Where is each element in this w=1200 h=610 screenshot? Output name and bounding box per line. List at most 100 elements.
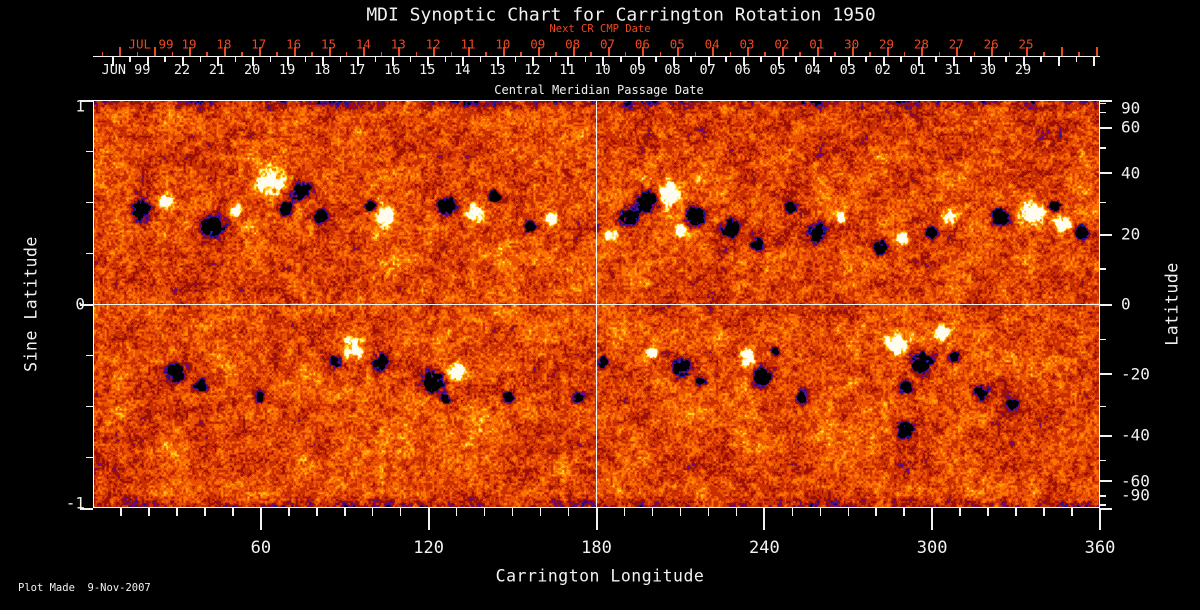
cmp-tick-minor [900, 57, 902, 62]
longitude-tick-minor [735, 508, 738, 516]
next-cr-tick-major [712, 47, 715, 56]
next-cr-tick-minor [206, 51, 208, 56]
next-cr-tick-minor [241, 51, 243, 56]
next-cr-tick-major [677, 47, 680, 56]
longitude-tick-minor [288, 508, 290, 516]
next-cr-tick-minor [101, 51, 104, 56]
cmp-tick-major [602, 57, 605, 66]
longitude-tick-minor [959, 508, 961, 516]
sine-lat-tick-minor [86, 405, 93, 407]
cmp-date-label: 15 [419, 62, 436, 78]
cmp-tick-major [1093, 57, 1096, 66]
sine-lat-tick-label: -1 [65, 493, 85, 513]
next-cr-tick-major [781, 47, 784, 56]
next-cr-tick-major [921, 47, 924, 56]
cmp-tick-major [146, 57, 149, 66]
next-cr-tick-major [363, 47, 366, 56]
cmp-date-label: 17 [349, 62, 366, 78]
next-cr-date-label: 05 [669, 36, 685, 52]
next-cr-tick-minor [136, 51, 139, 56]
next-cr-tick-minor [345, 51, 348, 56]
longitude-tick-minor [1071, 508, 1073, 516]
cmp-date-label: 10 [594, 62, 611, 78]
next-cr-tick-major [328, 47, 331, 56]
longitude-tick-minor [511, 508, 514, 516]
right-axis-title: Latitude [1162, 262, 1182, 346]
cmp-tick-major [1022, 57, 1025, 66]
latitude-tick-label: -40 [1121, 425, 1150, 445]
cmp-date-label: 02 [874, 62, 891, 78]
cmp-tick-minor [549, 57, 552, 62]
white-month-label: JUN 99 [101, 62, 151, 78]
next-cr-tick-major [1060, 47, 1063, 56]
cmp-date-label: 16 [384, 62, 401, 78]
next-cr-date-label: 01 [809, 36, 825, 52]
cmp-tick-major [707, 57, 710, 66]
next-cr-tick-major [223, 47, 226, 56]
next-cr-date-label: 03 [739, 36, 755, 52]
cmp-tick-major [987, 57, 990, 66]
next-cr-date-label: 17 [251, 36, 267, 52]
next-cr-tick-major [956, 47, 959, 56]
cmp-tick-major [462, 57, 465, 66]
next-cr-tick-minor [659, 51, 662, 56]
longitude-tick-minor [148, 508, 150, 516]
latitude-tick-minor [1100, 268, 1106, 270]
next-cr-tick-minor [869, 51, 871, 56]
cmp-tick-minor [935, 57, 937, 62]
cmp-tick-minor [1075, 57, 1078, 62]
cmp-tick-minor [795, 57, 797, 62]
cmp-tick-major [427, 57, 430, 66]
cmp-tick-minor [269, 57, 272, 62]
next-cr-date-label: 28 [913, 36, 929, 52]
longitude-tick-minor [344, 508, 346, 516]
next-cr-tick-minor [450, 51, 453, 56]
cmp-tick-major [357, 57, 360, 66]
next-cr-tick-major [258, 47, 261, 56]
sine-lat-tick-minor [86, 252, 93, 254]
longitude-tick-label: 360 [1084, 538, 1116, 558]
longitude-tick-label: 300 [916, 538, 948, 558]
cmp-axis-line [93, 56, 1100, 57]
longitude-tick-minor [399, 508, 402, 516]
next-cr-date-label: 12 [425, 36, 441, 52]
cmp-tick-major [322, 57, 325, 66]
latitude-tick-major [1100, 373, 1112, 376]
cmp-tick-minor [444, 57, 447, 62]
next-cr-date-label: 04 [704, 36, 720, 52]
latitude-tick-major [1100, 172, 1112, 175]
next-cr-tick-major [991, 47, 994, 56]
longitude-tick-minor [120, 508, 122, 516]
next-cr-tick-major [747, 47, 749, 56]
cmp-date-label: 06 [734, 62, 751, 78]
longitude-tick-minor [1015, 508, 1017, 516]
cmp-tick-major [217, 57, 220, 66]
cmp-date-label: 07 [699, 62, 716, 78]
longitude-tick-label: 240 [748, 538, 780, 558]
sine-lat-tick-minor [86, 150, 93, 152]
cmp-tick-major [777, 57, 780, 66]
next-cr-tick-major [119, 47, 122, 56]
cmp-tick-major [882, 57, 885, 66]
cmp-date-label: 03 [839, 62, 856, 78]
chart-title: MDI Synoptic Chart for Carrington Rotati… [366, 4, 876, 26]
cmp-tick-major [287, 57, 290, 66]
latitude-tick-major [1100, 233, 1112, 236]
next-cr-tick-major [572, 47, 575, 56]
cmp-tick-minor [760, 57, 762, 62]
longitude-tick-minor [455, 508, 458, 516]
cmp-tick-minor [1040, 57, 1042, 62]
next-cr-cmp-date-label: Next CR CMP Date [549, 23, 651, 35]
next-cr-tick-minor [171, 51, 174, 56]
cmp-date-label: 05 [769, 62, 786, 78]
next-cr-tick-minor [799, 51, 801, 56]
cmp-date-label: 01 [909, 62, 926, 78]
latitude-tick-minor [1100, 495, 1106, 497]
cmp-tick-major [1058, 57, 1060, 66]
cmp-tick-minor [514, 57, 517, 62]
latitude-tick-label: 20 [1121, 224, 1141, 244]
next-cr-tick-major [293, 47, 296, 56]
cmp-tick-minor [129, 57, 131, 62]
cmp-date-label: 22 [173, 62, 191, 78]
next-cr-date-label: 15 [320, 36, 337, 52]
